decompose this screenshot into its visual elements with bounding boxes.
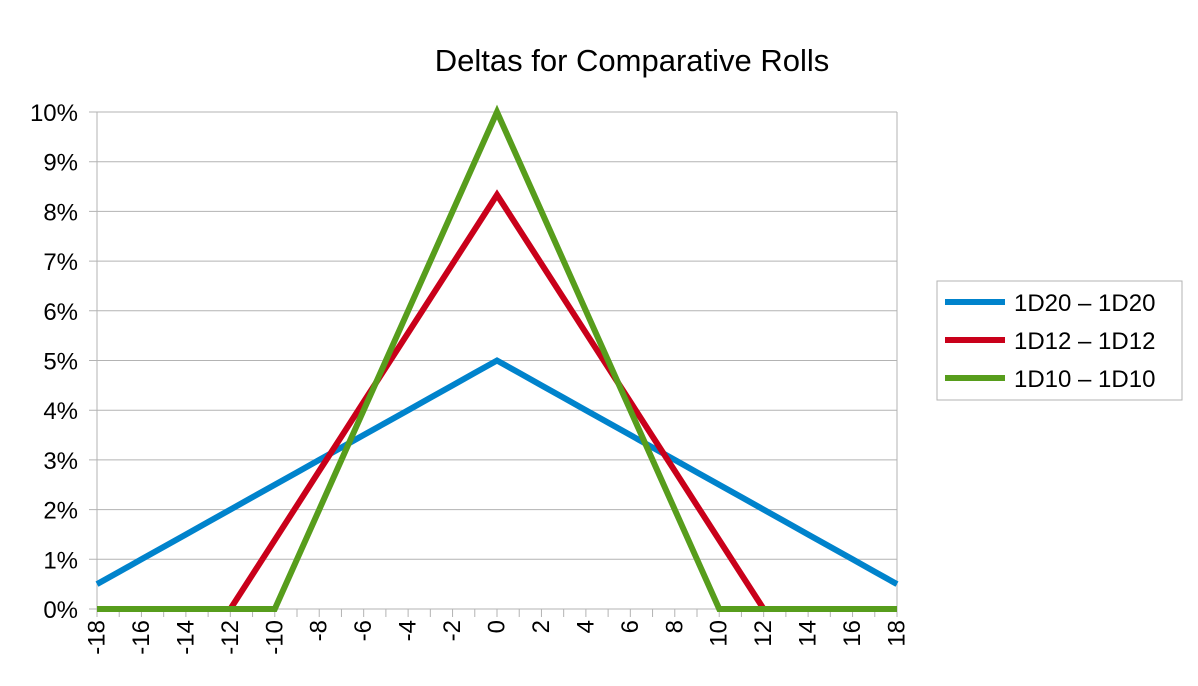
x-tick-label: 18 (884, 620, 911, 647)
x-tick-label: 14 (795, 620, 822, 647)
x-tick-label: -12 (217, 620, 244, 655)
y-tick-label: 10% (30, 100, 78, 127)
y-tick-label: 1% (43, 547, 78, 574)
y-tick-label: 6% (43, 299, 78, 326)
x-tick-label: -4 (395, 620, 422, 641)
x-tick-label: 4 (572, 620, 599, 633)
x-tick-label: 0 (484, 620, 511, 633)
legend-label: 1D12 – 1D12 (1014, 328, 1155, 355)
legend-label: 1D10 – 1D10 (1014, 366, 1155, 393)
series-line-2 (97, 189, 897, 612)
x-tick-label: -2 (439, 620, 466, 641)
x-tick-label: -6 (350, 620, 377, 641)
legend: 1D20 – 1D20 1D12 – 1D12 1D10 – 1D10 (936, 280, 1183, 401)
x-tick-label: 16 (839, 620, 866, 647)
x-tick-label: 8 (661, 620, 688, 633)
y-tick-label: 7% (43, 249, 78, 276)
y-tick-label: 3% (43, 448, 78, 475)
x-tick-label: 2 (528, 620, 555, 633)
x-axis-tick-labels: -18 -16 -14 -12 -10 -8 -6 -4 -2 0 2 4 6 8 10 12 14 16 18 (84, 620, 911, 655)
x-tick-label: -8 (306, 620, 333, 641)
y-tick-label: 2% (43, 498, 78, 525)
x-tick-label: 6 (617, 620, 644, 633)
series-line-1 (95, 357, 899, 587)
y-tick-label: 4% (43, 398, 78, 425)
x-tick-label: -18 (84, 620, 111, 655)
y-tick-label: 8% (43, 199, 78, 226)
x-tick-label: -10 (261, 620, 288, 655)
x-tick-label: -14 (172, 620, 199, 655)
y-tick-label: 0% (43, 597, 78, 624)
x-tick-label: 12 (750, 620, 777, 647)
y-tick-label: 5% (43, 349, 78, 376)
legend-label: 1D20 – 1D20 (1014, 290, 1155, 317)
x-tick-label: -16 (128, 620, 155, 655)
y-axis-tick-labels: 0% 1% 2% 3% 4% 5% 6% 7% 8% 9% 10% (30, 100, 78, 624)
chart-title: Deltas for Comparative Rolls (435, 43, 830, 78)
series-lines (95, 104, 899, 612)
y-tick-label: 9% (43, 150, 78, 177)
series-line-3 (97, 104, 897, 612)
x-tick-label: 10 (706, 620, 733, 647)
